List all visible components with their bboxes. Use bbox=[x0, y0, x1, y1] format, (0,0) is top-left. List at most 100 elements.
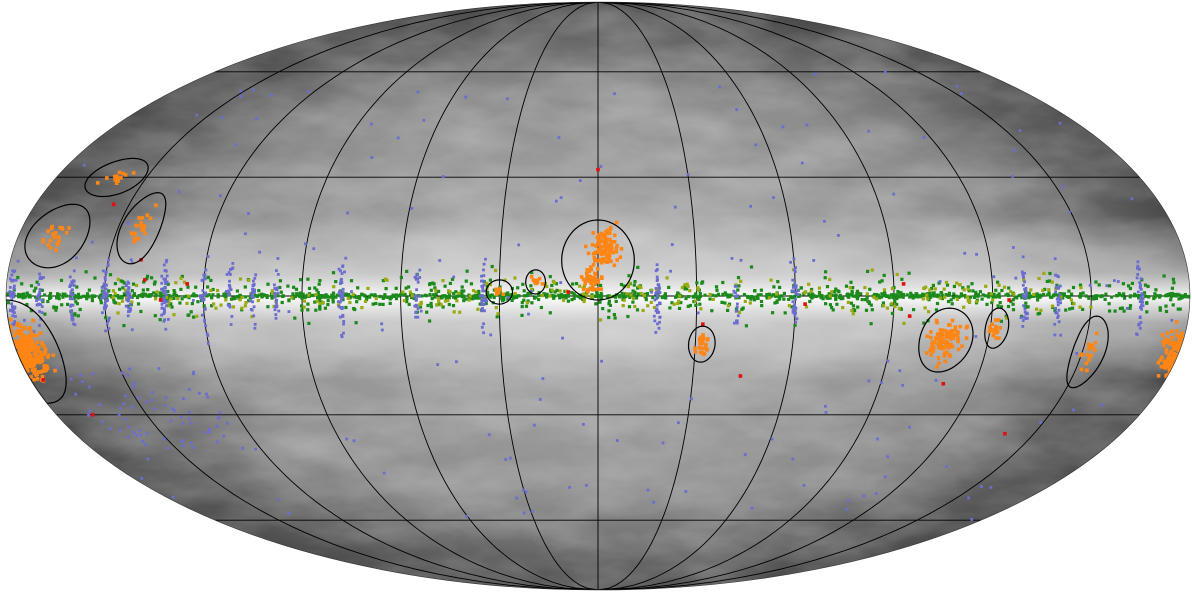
class-3-point bbox=[189, 421, 193, 425]
class-4-point bbox=[600, 276, 604, 280]
class-2-point bbox=[650, 288, 654, 292]
class-1-point bbox=[1087, 296, 1091, 300]
class-1-point bbox=[573, 293, 577, 297]
class-1-point bbox=[607, 299, 611, 303]
class-4-point bbox=[938, 328, 943, 332]
class-3-point bbox=[352, 439, 356, 443]
class-1-point bbox=[701, 280, 705, 284]
class-3-point bbox=[898, 369, 902, 373]
class-1-point bbox=[314, 308, 318, 312]
class-4-point bbox=[988, 325, 992, 329]
class-1-point bbox=[651, 296, 655, 300]
class-3-point bbox=[718, 85, 721, 89]
class-3-point bbox=[615, 439, 619, 442]
class-3-point bbox=[487, 433, 491, 437]
class-1-point bbox=[952, 292, 956, 296]
class-4-point bbox=[597, 242, 602, 247]
class-3-point bbox=[730, 257, 734, 260]
class-3-point bbox=[1021, 319, 1025, 322]
class-3-point bbox=[867, 129, 871, 133]
class-2-point bbox=[513, 292, 517, 296]
class-1-point bbox=[900, 277, 904, 281]
class-3-point bbox=[422, 118, 426, 122]
class-3-point bbox=[229, 288, 233, 291]
class-1-point bbox=[287, 299, 291, 303]
class-1-point bbox=[737, 284, 741, 288]
class-3-point bbox=[37, 302, 40, 306]
class-1-point bbox=[75, 302, 79, 306]
class-3-point bbox=[370, 122, 373, 126]
class-4-point bbox=[930, 340, 935, 344]
class-3-point bbox=[669, 269, 672, 273]
class-2-point bbox=[711, 297, 715, 301]
class-3-point bbox=[83, 163, 86, 167]
class-2-point bbox=[564, 289, 568, 293]
class-1-point bbox=[927, 293, 931, 297]
class-1-point bbox=[334, 280, 338, 284]
class-1-point bbox=[834, 297, 838, 301]
class-3-point bbox=[164, 396, 168, 399]
class-2-point bbox=[578, 284, 582, 288]
class-3-point bbox=[341, 287, 345, 291]
class-1-point bbox=[78, 307, 82, 312]
class-1-point bbox=[46, 299, 50, 304]
class-2-point bbox=[494, 268, 498, 273]
class-1-point bbox=[614, 299, 618, 303]
class-4-point bbox=[612, 263, 617, 268]
class-4-point bbox=[43, 350, 47, 354]
class-3-point bbox=[339, 269, 342, 273]
class-1-point bbox=[1036, 298, 1040, 302]
class-1-point bbox=[354, 321, 358, 325]
class-4-point bbox=[950, 329, 955, 333]
class-1-point bbox=[887, 296, 891, 300]
class-1-point bbox=[771, 311, 775, 315]
class-1-point bbox=[1035, 295, 1039, 299]
class-3-point bbox=[273, 283, 276, 287]
class-1-point bbox=[265, 295, 269, 299]
class-4-point bbox=[533, 279, 537, 283]
class-2-point bbox=[155, 290, 159, 294]
class-1-point bbox=[85, 292, 90, 296]
class-4-point bbox=[1166, 357, 1170, 361]
class-1-point bbox=[825, 296, 829, 300]
class-1-point bbox=[697, 297, 701, 301]
class-1-point bbox=[830, 305, 834, 310]
class-3-point bbox=[226, 421, 229, 425]
class-1-point bbox=[169, 302, 173, 306]
class-1-point bbox=[211, 287, 215, 292]
sky-boundary bbox=[5, 1, 1191, 591]
class-1-point bbox=[714, 285, 719, 289]
class-4-point bbox=[45, 364, 49, 368]
class-3-point bbox=[252, 314, 256, 318]
class-3-point bbox=[791, 300, 795, 304]
class-4-point bbox=[702, 351, 707, 356]
class-1-point bbox=[841, 296, 845, 300]
class-3-point bbox=[1136, 273, 1140, 276]
class-1-point bbox=[849, 301, 853, 305]
class-3-point bbox=[102, 294, 105, 298]
class-3-point bbox=[162, 319, 166, 323]
class-4-point bbox=[950, 344, 955, 349]
class-4-point bbox=[611, 250, 615, 255]
class-5-point bbox=[901, 282, 906, 286]
class-2-point bbox=[419, 300, 423, 305]
class-1-point bbox=[570, 291, 574, 295]
class-1-point bbox=[99, 301, 103, 305]
class-3-point bbox=[414, 294, 418, 298]
class-4-point bbox=[119, 176, 123, 180]
class-4-point bbox=[592, 255, 597, 260]
class-3-point bbox=[226, 303, 230, 307]
class-2-point bbox=[540, 294, 544, 298]
class-1-point bbox=[1172, 281, 1176, 285]
class-2-point bbox=[962, 288, 966, 292]
class-4-point bbox=[615, 258, 619, 262]
class-4-point bbox=[587, 287, 592, 291]
class-1-point bbox=[844, 284, 849, 288]
class-4-point bbox=[588, 279, 592, 283]
class-3-point bbox=[274, 316, 278, 320]
class-1-point bbox=[428, 292, 432, 297]
class-3-point bbox=[69, 304, 72, 308]
class-1-point bbox=[356, 286, 360, 290]
class-1-point bbox=[255, 294, 259, 298]
class-1-point bbox=[409, 292, 413, 296]
